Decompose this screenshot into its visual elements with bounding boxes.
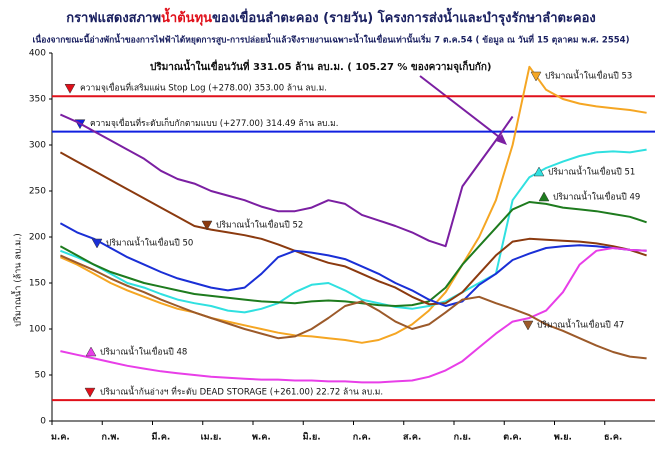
y-tick-label: 250 — [29, 187, 46, 197]
chart-title: กราฟแสดงสภาพน้ำต้นทุนของเขื่อนลำตะคอง (ร… — [66, 7, 596, 26]
legend-marker — [533, 166, 545, 177]
series-line — [59, 151, 647, 306]
series-line — [59, 65, 647, 344]
y-tick-label: 400 — [29, 49, 46, 59]
series-line — [60, 148, 647, 314]
x-tick-label: ส.ค. — [403, 433, 421, 443]
x-tick-label: ธ.ค. — [604, 433, 622, 443]
x-tick-label: มี.ค. — [151, 432, 170, 443]
legend-label: ปริมาณน้ำในเขื่อนปี 52 — [216, 219, 303, 231]
x-tick-label: ก.ค. — [353, 433, 371, 443]
x-tick-label: ม.ค. — [51, 433, 70, 443]
reference-label: ปริมาณน้ำก้นอ่างฯ ที่ระดับ DEAD STORAGE … — [100, 386, 383, 398]
y-tick-label: 200 — [29, 233, 46, 243]
y-tick-label: 0 — [40, 417, 46, 427]
x-tick-label: เม.ย. — [201, 433, 222, 443]
y-tick-label: 350 — [29, 95, 46, 105]
x-tick-label: มิ.ย. — [303, 432, 321, 443]
series-line — [60, 247, 647, 384]
legend-label: ปริมาณน้ำในเขื่อนปี 50 — [106, 237, 193, 249]
x-tick-label: ก.ย. — [454, 433, 472, 443]
x-tick-label: ต.ค. — [503, 433, 522, 443]
series-line — [59, 254, 647, 360]
y-axis-label: ปริมาณน้ำ (ล้าน ลบ.ม.) — [11, 233, 24, 326]
y-tick-label: 100 — [29, 325, 46, 335]
legend-label: ปริมาณน้ำในเขื่อนปี 51 — [548, 166, 635, 178]
legend-marker — [85, 346, 97, 357]
legend-label: ปริมาณน้ำในเขื่อนปี 49 — [553, 191, 640, 203]
legend-label: ปริมาณน้ำในเขื่อนปี 47 — [537, 319, 624, 331]
legend-marker — [522, 320, 534, 331]
legend-marker — [64, 83, 76, 94]
subtitle: เนื่องจากขณะนี้อ่างพักน้ำของการไฟฟ้าได้ห… — [33, 33, 630, 46]
y-tick-label: 50 — [35, 371, 47, 381]
title-part: กราฟแสดงสภาพ — [66, 11, 161, 26]
legend-label: ปริมาณน้ำในเขื่อนปี 53 — [545, 70, 632, 82]
x-tick-label: พ.ค. — [252, 433, 271, 443]
legend-marker — [84, 387, 96, 398]
legend-marker — [538, 191, 550, 202]
legend-marker — [91, 238, 103, 249]
series-line — [59, 201, 647, 307]
reference-label: ความจุเขื่อนที่เสริมแผ่น Stop Log (+278.… — [80, 82, 327, 94]
annotation-arrow — [419, 75, 504, 141]
y-tick-label: 300 — [29, 141, 46, 151]
reference-label: ความจุเขื่อนที่ระดับเก็บกักตามแบบ (+277.… — [90, 117, 338, 129]
title-part: น้ำต้นทุน — [161, 7, 212, 26]
y-tick-label: 150 — [29, 279, 46, 289]
x-tick-label: พ.ย. — [554, 433, 572, 443]
series-line — [59, 113, 514, 248]
legend-label: ปริมาณน้ำในเขื่อนปี 48 — [100, 346, 187, 358]
legend-marker — [201, 220, 213, 231]
x-tick-label: ก.พ. — [102, 433, 120, 443]
legend-marker — [530, 71, 542, 82]
annotation: ปริมาณน้ำในเขื่อนวันที่ 331.05 ล้าน ลบ.ม… — [150, 59, 492, 73]
arrow-head — [496, 134, 507, 145]
title-part: ของเขื่อนลำตะคอง (รายวัน) โครงการส่งน้ำแ… — [212, 7, 596, 26]
series-line — [59, 222, 647, 307]
